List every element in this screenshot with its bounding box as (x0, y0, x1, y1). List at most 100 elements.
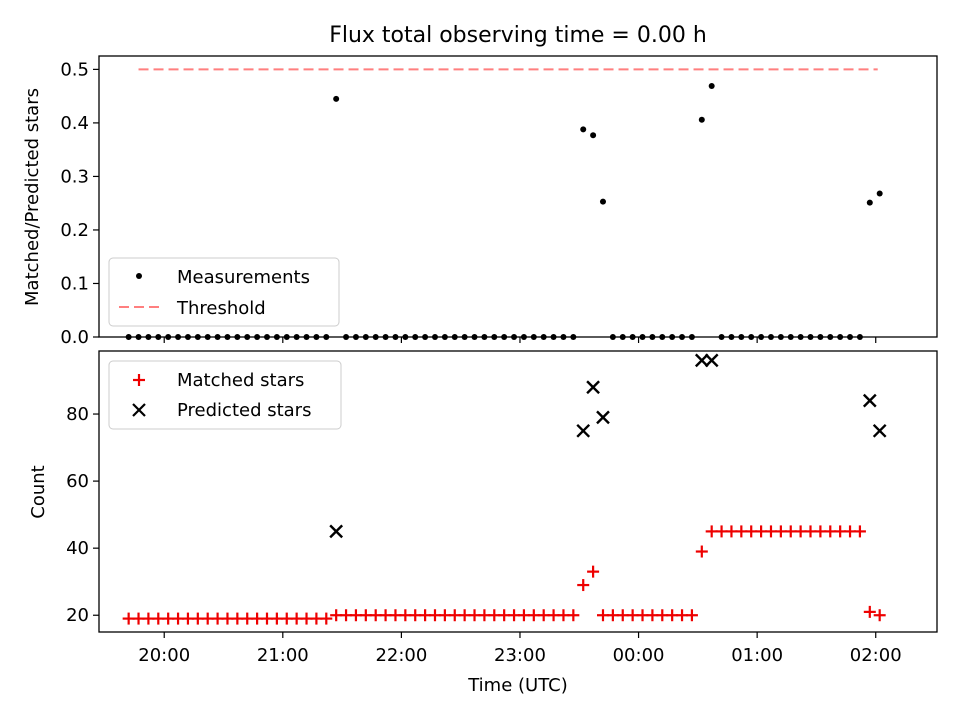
matched-star-point (695, 545, 708, 558)
measurement-point (244, 334, 251, 340)
predicted-star-point (329, 524, 344, 539)
measurement-point (669, 334, 676, 340)
measurement-point (530, 334, 537, 340)
predicted-star-point (862, 393, 877, 408)
measurement-point (580, 126, 587, 133)
measurement-point (323, 334, 330, 340)
top-y-tick-label: 0.4 (60, 113, 89, 134)
legend-measurements-label: Measurements (177, 267, 310, 288)
measurement-point (491, 334, 498, 340)
measurement-point (402, 334, 409, 340)
measurement-point (550, 334, 557, 340)
measurement-point (728, 334, 735, 340)
bottom-legend: Matched stars Predicted stars (108, 360, 342, 430)
matched-star-point (853, 525, 866, 538)
bottom-x-tick-label: 21:00 (257, 645, 309, 666)
measurement-point (540, 334, 547, 340)
bottom-y-tick-label: 20 (66, 605, 89, 626)
matched-star-point (685, 609, 698, 622)
top-y-tick-label: 0.1 (60, 273, 89, 294)
measurement-point (392, 334, 399, 340)
top-y-tick-label: 0.3 (60, 166, 89, 187)
measurement-point (856, 334, 863, 340)
measurement-point (767, 334, 774, 340)
measurement-point (609, 334, 616, 340)
measurement-point (787, 334, 794, 340)
measurement-point (194, 334, 201, 340)
measurement-point (827, 334, 834, 340)
predicted-star-point (694, 353, 709, 368)
predicted-star-point (872, 423, 887, 438)
measurement-point (313, 334, 320, 340)
measurement-point (372, 334, 379, 340)
measurement-point (135, 334, 142, 340)
measurement-point (639, 334, 646, 340)
matched-star-point (587, 565, 600, 578)
predicted-star-point (704, 353, 719, 368)
matched-star-point (567, 609, 580, 622)
measurement-point (283, 334, 290, 340)
measurement-point (155, 334, 162, 340)
measurement-point (254, 334, 261, 340)
measurement-point (214, 334, 221, 340)
top-y-tick-label: 0.2 (60, 220, 89, 241)
measurement-point (570, 334, 577, 340)
matched-star-point (320, 612, 333, 625)
measurement-point (599, 198, 606, 205)
legend-threshold-label: Threshold (176, 298, 266, 319)
measurement-point (333, 95, 340, 102)
measurement-point (718, 334, 725, 340)
measurement-point (234, 334, 241, 340)
measurement-point (837, 334, 844, 340)
matched-stars-points (122, 525, 886, 625)
chart-title: Flux total observing time = 0.00 h (329, 23, 707, 48)
measurement-point (303, 334, 310, 340)
measurement-points (125, 82, 883, 340)
bottom-plot-frame (98, 350, 938, 633)
measurement-point (698, 116, 705, 123)
measurement-point (520, 334, 527, 340)
top-legend-box (108, 257, 340, 327)
measurement-point (451, 334, 458, 340)
bottom-x-tick-label: 02:00 (850, 645, 902, 666)
measurement-point (748, 334, 755, 340)
predicted-star-point (576, 423, 591, 438)
bottom-y-tick-label: 40 (66, 538, 89, 559)
measurement-point (807, 334, 814, 340)
measurement-point (619, 334, 626, 340)
measurement-point (165, 334, 172, 340)
top-x-ticks (163, 337, 877, 343)
measurement-point (560, 334, 567, 340)
predicted-star-point (586, 380, 600, 395)
bottom-y-axis-label: Count (28, 465, 49, 518)
top-y-tick-label: 0.0 (60, 327, 89, 348)
top-legend: Measurements Threshold (108, 257, 340, 327)
measurement-point (422, 334, 429, 340)
matched-star-point (577, 579, 590, 592)
measurement-point (263, 334, 270, 340)
bottom-y-tick-label: 60 (66, 471, 89, 492)
measurement-point (224, 334, 231, 340)
measurement-point (758, 334, 765, 340)
measurement-point (412, 334, 419, 340)
measurement-point (688, 334, 695, 340)
measurement-point (501, 334, 508, 340)
measurement-point (382, 334, 389, 340)
measurement-point (343, 334, 350, 340)
bottom-x-tick-label: 20:00 (138, 645, 190, 666)
top-plot-frame (98, 55, 938, 338)
measurement-point (481, 334, 488, 340)
measurement-point (708, 82, 715, 89)
legend-matched-label: Matched stars (177, 370, 304, 391)
bottom-legend-box (108, 360, 342, 430)
measurement-point (876, 190, 883, 197)
top-panel: 0.0 0.1 0.2 0.3 0.4 0.5 Matched/Predicted sta… (22, 55, 938, 348)
measurement-point (777, 334, 784, 340)
measurement-point (145, 334, 152, 340)
measurement-point (866, 199, 873, 206)
measurement-point (817, 334, 824, 340)
predicted-stars-points (329, 353, 887, 539)
measurement-point (797, 334, 804, 340)
measurement-point (461, 334, 468, 340)
